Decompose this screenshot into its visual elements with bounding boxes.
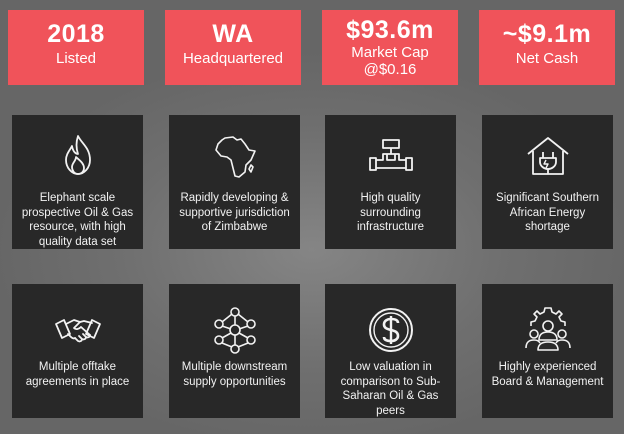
africa-map-icon <box>211 132 259 180</box>
card-downstream: Multiple downstream supply opportunities <box>169 284 300 418</box>
card-text: Elephant scale prospective Oil & Gas res… <box>21 192 134 248</box>
stat-value: 2018 <box>47 20 105 48</box>
stat-label: Listed <box>55 50 97 67</box>
stat-value: ~$9.1m <box>502 20 592 48</box>
network-icon <box>211 306 259 354</box>
stat-value: $93.6m <box>346 16 434 44</box>
stat-market-cap: $93.6m Market Cap @$0.16 <box>322 10 458 85</box>
stat-listed: 2018 Listed <box>8 10 144 85</box>
card-jurisdiction: Rapidly developing & supportive jurisdic… <box>169 115 300 249</box>
card-text: Highly experienced Board & Management <box>491 361 604 388</box>
stat-value: WA <box>212 20 254 48</box>
stat-headquartered: WA Headquartered <box>165 10 301 85</box>
stat-label: Market Cap @$0.16 <box>351 44 429 78</box>
card-text: Significant Southern African Energy shor… <box>496 192 599 233</box>
stat-net-cash: ~$9.1m Net Cash <box>479 10 615 85</box>
stat-label: Headquartered <box>182 50 284 67</box>
card-offtake: Multiple offtake agreements in place <box>12 284 143 418</box>
pipeline-icon <box>367 132 415 180</box>
energy-house-icon <box>524 132 572 180</box>
handshake-icon <box>54 306 102 354</box>
card-resource: Elephant scale prospective Oil & Gas res… <box>12 115 143 249</box>
team-gear-icon <box>524 306 572 354</box>
card-energy-shortage: Significant Southern African Energy shor… <box>482 115 613 249</box>
card-management: Highly experienced Board & Management <box>482 284 613 418</box>
stat-label: Net Cash <box>515 50 579 67</box>
card-valuation: Low valuation in comparison to Sub-Sahar… <box>325 284 456 418</box>
card-infrastructure: High quality surrounding infrastructure <box>325 115 456 249</box>
card-text: Rapidly developing & supportive jurisdic… <box>179 192 290 233</box>
card-text: High quality surrounding infrastructure <box>356 192 425 233</box>
flame-icon <box>54 132 102 180</box>
card-text: Multiple offtake agreements in place <box>25 361 130 388</box>
card-text: Low valuation in comparison to Sub-Sahar… <box>340 361 441 417</box>
card-text: Multiple downstream supply opportunities <box>181 361 288 388</box>
dollar-coin-icon <box>367 306 415 354</box>
